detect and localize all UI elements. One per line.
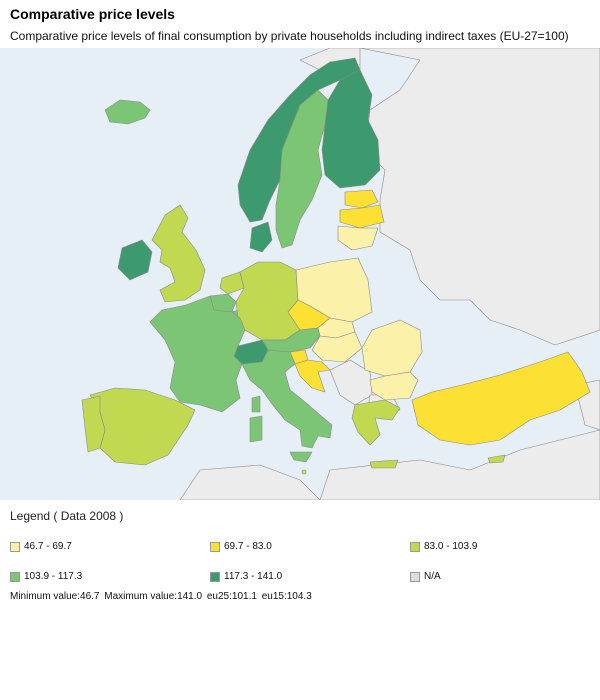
- country-italy[interactable]: [241, 349, 333, 449]
- country-iceland[interactable]: [104, 99, 151, 125]
- country-turkey[interactable]: [411, 351, 591, 446]
- legend-swatch: [210, 541, 220, 552]
- country-romania[interactable]: [361, 319, 423, 377]
- maximum-value: Maximum value:141.0: [104, 591, 203, 602]
- legend-swatch: [210, 571, 220, 582]
- country-portugal[interactable]: [81, 395, 106, 453]
- legend-item: 46.7 - 69.7: [10, 541, 72, 552]
- country-corsica[interactable]: [251, 395, 261, 413]
- country-united-kingdom[interactable]: [151, 204, 206, 303]
- page-subtitle: Comparative price levels of final consum…: [10, 29, 569, 43]
- country-croatia[interactable]: [294, 359, 331, 393]
- legend-item: N/A: [410, 571, 441, 582]
- country-cyprus[interactable]: [487, 454, 506, 464]
- legend-label: 83.0 - 103.9: [424, 541, 478, 552]
- legend-label: N/A: [424, 571, 441, 582]
- country-netherlands[interactable]: [219, 271, 245, 295]
- country-greece[interactable]: [351, 399, 401, 446]
- country-sicily[interactable]: [289, 451, 313, 463]
- country-hungary[interactable]: [311, 331, 363, 363]
- legend-item: 69.7 - 83.0: [210, 541, 272, 552]
- country-lithuania[interactable]: [337, 225, 379, 251]
- eu15-value: eu15:104.3: [261, 591, 312, 602]
- legend-label: 103.9 - 117.3: [24, 571, 83, 582]
- country-bulgaria[interactable]: [369, 371, 419, 401]
- legend-item: 117.3 - 141.0: [210, 571, 282, 582]
- country-crete[interactable]: [369, 459, 399, 469]
- europe-map: [0, 48, 600, 500]
- statistics-line: Minimum value:46.7 Maximum value:141.0 e…: [10, 591, 314, 602]
- country-sardinia[interactable]: [249, 415, 263, 443]
- minimum-value: Minimum value:46.7: [10, 591, 100, 602]
- legend-swatch: [410, 571, 420, 582]
- legend-item: 83.0 - 103.9: [410, 541, 477, 552]
- country-denmark[interactable]: [249, 221, 273, 253]
- legend-item: 103.9 - 117.3: [10, 571, 82, 582]
- country-latvia[interactable]: [339, 204, 385, 229]
- country-sweden[interactable]: [275, 89, 329, 249]
- legend-label: 46.7 - 69.7: [24, 541, 72, 552]
- country-ireland[interactable]: [117, 239, 153, 281]
- country-france[interactable]: [149, 295, 246, 413]
- page-title: Comparative price levels: [10, 6, 175, 22]
- country-finland[interactable]: [321, 69, 381, 189]
- country-estonia[interactable]: [344, 189, 379, 209]
- legend-swatch: [10, 541, 20, 552]
- legend-label: 69.7 - 83.0: [224, 541, 272, 552]
- legend-label: 117.3 - 141.0: [224, 571, 283, 582]
- legend-swatch: [410, 541, 420, 552]
- legend-swatch: [10, 571, 20, 582]
- eu25-value: eu25:101.1: [206, 591, 257, 602]
- country-malta[interactable]: [301, 469, 307, 475]
- legend-title: Legend ( Data 2008 ): [10, 509, 124, 523]
- country-germany[interactable]: [235, 261, 301, 341]
